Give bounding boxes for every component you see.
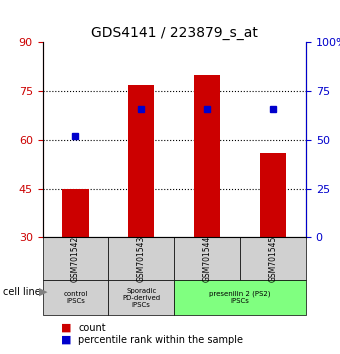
Text: ■: ■	[61, 335, 72, 345]
Text: percentile rank within the sample: percentile rank within the sample	[78, 335, 243, 345]
FancyBboxPatch shape	[174, 280, 306, 315]
FancyBboxPatch shape	[240, 237, 306, 280]
FancyBboxPatch shape	[42, 237, 108, 280]
Text: ▶: ▶	[39, 287, 48, 297]
Text: GSM701544: GSM701544	[203, 235, 212, 282]
Text: cell line: cell line	[3, 287, 41, 297]
FancyBboxPatch shape	[42, 280, 108, 315]
Bar	[194, 75, 220, 237]
Text: GSM701542: GSM701542	[71, 235, 80, 282]
FancyBboxPatch shape	[174, 237, 240, 280]
Text: control
iPSCs: control iPSCs	[63, 291, 88, 304]
Text: ■: ■	[61, 323, 72, 333]
Text: GSM701543: GSM701543	[137, 235, 146, 282]
Title: GDS4141 / 223879_s_at: GDS4141 / 223879_s_at	[91, 26, 258, 40]
FancyBboxPatch shape	[108, 280, 174, 315]
Bar	[128, 85, 154, 237]
Text: presenilin 2 (PS2)
iPSCs: presenilin 2 (PS2) iPSCs	[209, 291, 271, 304]
Bar	[62, 188, 89, 237]
FancyBboxPatch shape	[108, 237, 174, 280]
Text: GSM701545: GSM701545	[269, 235, 277, 282]
Bar	[260, 153, 286, 237]
Text: count: count	[78, 323, 106, 333]
Text: Sporadic
PD-derived
iPSCs: Sporadic PD-derived iPSCs	[122, 287, 160, 308]
